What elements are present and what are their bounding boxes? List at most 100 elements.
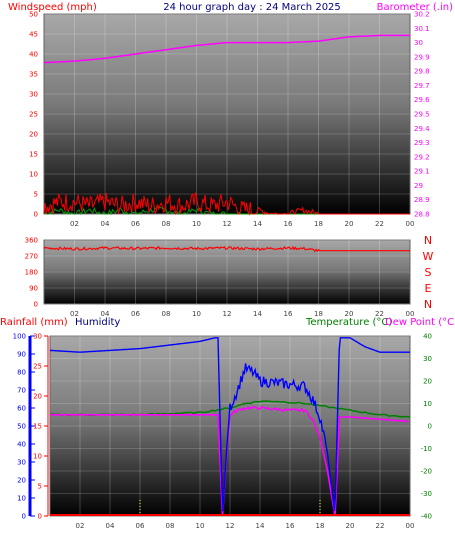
humidity-y-tick-30: 30 — [17, 459, 26, 467]
wind-chart-x-tick-14: 14 — [253, 220, 262, 228]
barometer-y-tick-29.8: 29.8 — [414, 68, 430, 76]
humidity-y-tick-90: 90 — [17, 351, 26, 359]
rain-chart-x-tick-04: 04 — [106, 522, 115, 530]
direction-y-tick-0: 0 — [34, 301, 38, 309]
wind-y-tick-25: 25 — [29, 111, 38, 119]
direction-chart-x-tick-10: 10 — [192, 310, 201, 318]
page-title: 24 hour graph day : 24 March 2025 — [163, 2, 341, 13]
wind-y-tick-50: 50 — [29, 11, 38, 19]
windspeed-line — [43, 191, 410, 216]
compass-label-0: N — [424, 234, 432, 247]
barometer-y-tick-29.2: 29.2 — [414, 153, 430, 161]
barometer-y-tick-29.5: 29.5 — [414, 111, 430, 119]
wind-y-tick-15: 15 — [29, 151, 38, 159]
temperature-y-tick-0: 0 — [428, 423, 432, 431]
barometer-y-tick-29: 29 — [414, 182, 423, 190]
barometer-y-tick-29.9: 29.9 — [414, 53, 430, 61]
rain-chart-x-tick-00: 00 — [406, 522, 415, 530]
compass-label-4: N — [424, 298, 432, 311]
humidity-y-tick-100: 100 — [13, 333, 26, 341]
temperature-y-tick--20: -20 — [421, 468, 432, 476]
rain-y-tick-10: 10 — [33, 453, 42, 461]
humidity-y-tick-10: 10 — [17, 495, 26, 503]
wind-chart-x-tick-20: 20 — [345, 220, 354, 228]
wind-chart-x-tick-22: 22 — [375, 220, 384, 228]
rainfall-axis-title: Rainfall (mm) — [0, 317, 68, 328]
humidity-y-tick-70: 70 — [17, 387, 26, 395]
rain-y-tick-25: 25 — [33, 363, 42, 371]
dewpoint-axis-title: Dew Point (°C) — [385, 317, 455, 328]
temperature-y-tick-40: 40 — [423, 333, 432, 341]
direction-y-tick-270: 270 — [25, 253, 38, 261]
direction-chart-x-tick-18: 18 — [314, 310, 323, 318]
temperature-y-tick-10: 10 — [423, 400, 432, 408]
wind-y-tick-5: 5 — [34, 191, 38, 199]
rain-chart-x-tick-20: 20 — [346, 522, 355, 530]
rain-y-tick-5: 5 — [38, 483, 42, 491]
humidity-y-tick-50: 50 — [17, 423, 26, 431]
wind-y-tick-20: 20 — [29, 131, 38, 139]
wind-y-tick-35: 35 — [29, 71, 38, 79]
wind-chart-x-tick-18: 18 — [314, 220, 323, 228]
direction-chart-x-tick-02: 02 — [70, 310, 79, 318]
compass-label-3: E — [425, 282, 432, 295]
wind-chart-x-tick-04: 04 — [101, 220, 110, 228]
direction-chart-x-tick-14: 14 — [253, 310, 262, 318]
barometer-y-tick-30.2: 30.2 — [414, 11, 430, 19]
humidity-y-tick-80: 80 — [17, 369, 26, 377]
rain-y-tick-15: 15 — [33, 423, 42, 431]
direction-chart-x-tick-22: 22 — [375, 310, 384, 318]
rain-chart-background — [50, 336, 410, 516]
rain-chart-x-tick-12: 12 — [226, 522, 235, 530]
temperature-y-tick-20: 20 — [423, 378, 432, 386]
wind-chart-x-tick-08: 08 — [162, 220, 171, 228]
temperature-y-tick--10: -10 — [421, 445, 432, 453]
compass-label-2: S — [425, 266, 432, 279]
wind-chart-x-tick-16: 16 — [284, 220, 293, 228]
wind-y-tick-45: 45 — [29, 31, 38, 39]
direction-chart-frame — [43, 239, 411, 305]
direction-chart-x-tick-04: 04 — [101, 310, 110, 318]
temperature-y-tick--30: -30 — [421, 490, 432, 498]
wind-chart-x-tick-10: 10 — [192, 220, 201, 228]
barometer-y-tick-30: 30 — [414, 39, 423, 47]
barometer-y-tick-29.6: 29.6 — [414, 96, 430, 104]
wind-y-tick-30: 30 — [29, 91, 38, 99]
wind-y-tick-0: 0 — [34, 211, 38, 219]
barometer-y-tick-29.4: 29.4 — [414, 125, 430, 133]
barometer-y-tick-29.3: 29.3 — [414, 139, 430, 147]
temperature-y-tick-30: 30 — [423, 355, 432, 363]
wind-chart-x-tick-06: 06 — [131, 220, 140, 228]
barometer-axis-title: Barometer (.in) — [377, 2, 453, 13]
rain-chart-x-tick-02: 02 — [76, 522, 85, 530]
temperature-axis-title: Temperature (°C) — [305, 317, 392, 328]
barometer-y-tick-30.1: 30.1 — [414, 25, 430, 33]
rain-chart-x-tick-16: 16 — [286, 522, 295, 530]
wind-chart-x-tick-12: 12 — [223, 220, 232, 228]
direction-chart-x-tick-00: 00 — [406, 310, 415, 318]
humidity-y-tick-60: 60 — [17, 405, 26, 413]
direction-chart-x-tick-16: 16 — [284, 310, 293, 318]
compass-label-1: W — [423, 250, 434, 263]
wind-y-tick-10: 10 — [29, 171, 38, 179]
humidity-y-tick-0: 0 — [22, 513, 26, 521]
humidity-y-tick-40: 40 — [17, 441, 26, 449]
rain-y-tick-0: 0 — [38, 513, 42, 521]
barometer-y-tick-29.7: 29.7 — [414, 82, 430, 90]
temperature-y-tick--40: -40 — [421, 513, 432, 521]
rain-y-tick-30: 30 — [33, 333, 42, 341]
wind-chart-x-tick-00: 00 — [406, 220, 415, 228]
humidity-axis-title: Humidity — [75, 317, 120, 328]
barometer-line — [43, 34, 410, 64]
direction-chart-x-tick-06: 06 — [131, 310, 140, 318]
barometer-y-tick-28.9: 28.9 — [414, 196, 430, 204]
rain-chart-x-tick-10: 10 — [196, 522, 205, 530]
rain-chart-x-tick-08: 08 — [166, 522, 175, 530]
humidity-y-tick-20: 20 — [17, 477, 26, 485]
wind-chart-x-tick-02: 02 — [70, 220, 79, 228]
rain-y-tick-20: 20 — [33, 393, 42, 401]
rain-chart-x-tick-14: 14 — [256, 522, 265, 530]
direction-y-tick-180: 180 — [25, 269, 38, 277]
